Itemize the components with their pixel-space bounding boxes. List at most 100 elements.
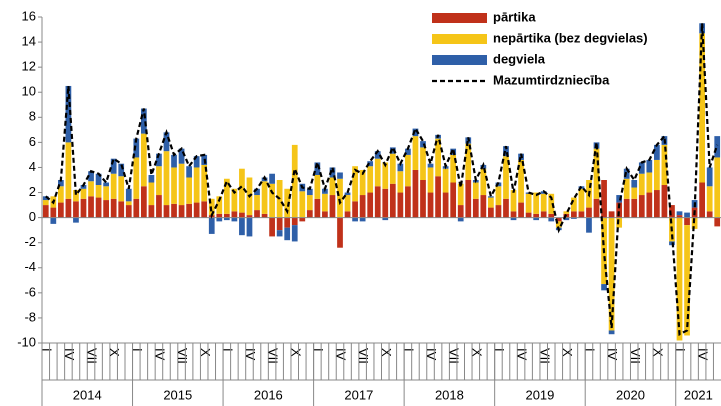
year-label: 2015 <box>163 387 192 402</box>
bar <box>593 198 600 218</box>
bar <box>548 217 555 222</box>
bar <box>586 217 592 233</box>
bar <box>208 217 215 234</box>
x-tick-label: IV <box>696 348 711 361</box>
bar <box>510 211 517 218</box>
bar <box>329 195 336 218</box>
bar <box>42 196 49 201</box>
bar <box>465 143 472 180</box>
bar <box>125 188 132 202</box>
bar <box>638 173 645 196</box>
bar <box>216 196 223 214</box>
bar <box>186 203 192 218</box>
bar <box>578 211 585 218</box>
y-tick-label: 10 <box>22 84 36 99</box>
bar <box>186 166 192 178</box>
year-label: 2018 <box>435 387 464 402</box>
bar <box>163 151 170 206</box>
bar <box>118 176 125 202</box>
bar <box>291 225 298 242</box>
bar <box>646 192 653 218</box>
bar <box>261 213 268 218</box>
bar <box>495 205 502 218</box>
bar <box>50 207 57 218</box>
bar <box>586 207 592 218</box>
bar <box>261 181 268 214</box>
bar <box>518 202 524 218</box>
bar <box>352 201 358 218</box>
bar <box>563 211 570 214</box>
bar <box>110 158 117 174</box>
bar <box>314 162 321 175</box>
bar <box>555 221 562 228</box>
y-tick-label: 0 <box>29 209 36 224</box>
bar <box>533 192 540 214</box>
bar <box>374 158 381 187</box>
bar <box>571 211 577 218</box>
x-tick-label: IV <box>605 348 620 361</box>
bar <box>435 138 441 177</box>
legend-label: degviela <box>493 51 546 66</box>
bar <box>65 85 72 143</box>
bar <box>73 201 79 218</box>
bar <box>714 217 721 227</box>
bar <box>488 196 494 198</box>
bar <box>382 217 389 221</box>
bar <box>548 193 555 214</box>
bar <box>706 186 713 212</box>
bar <box>337 178 343 218</box>
x-tick-label: I <box>311 348 326 352</box>
bar <box>555 217 562 222</box>
bar <box>306 195 313 211</box>
x-tick-label: IV <box>334 348 349 361</box>
bar <box>714 157 721 218</box>
bar <box>344 192 351 196</box>
bar <box>284 188 291 218</box>
bar <box>684 217 690 226</box>
y-tick-label: -10 <box>17 334 36 349</box>
bar <box>133 198 140 218</box>
y-tick-label: 8 <box>29 109 36 124</box>
bar <box>125 205 132 218</box>
bar <box>435 176 441 218</box>
year-label: 2017 <box>344 387 373 402</box>
bar <box>269 183 275 218</box>
bar <box>254 195 260 211</box>
bar <box>223 178 230 214</box>
bar <box>95 173 102 186</box>
bar <box>367 161 374 167</box>
bar <box>525 212 532 218</box>
bar <box>510 190 517 212</box>
bar <box>405 148 411 155</box>
bar <box>193 156 200 168</box>
bar <box>193 202 200 218</box>
bar <box>344 211 351 218</box>
bar <box>73 217 79 223</box>
bar <box>95 185 102 198</box>
bar <box>156 166 162 196</box>
bar <box>246 217 253 237</box>
bar <box>239 217 245 236</box>
y-tick-label: 16 <box>22 8 36 23</box>
bar <box>88 196 94 218</box>
x-tick-label: X <box>107 348 122 357</box>
bar <box>125 201 132 206</box>
bar <box>654 190 660 218</box>
bar <box>291 217 298 226</box>
bar <box>382 188 389 218</box>
bar <box>427 192 434 218</box>
bar <box>503 156 509 199</box>
bar <box>352 166 358 202</box>
bar <box>223 217 230 221</box>
bar <box>171 203 177 218</box>
bar <box>405 154 411 187</box>
x-tick-label: I <box>583 348 598 352</box>
bar <box>88 171 94 182</box>
bar <box>623 178 630 199</box>
bar <box>684 212 690 218</box>
bar <box>193 167 200 203</box>
bar <box>57 202 64 218</box>
x-tick-label: I <box>220 348 235 352</box>
bar <box>178 163 185 206</box>
bar <box>178 148 185 164</box>
